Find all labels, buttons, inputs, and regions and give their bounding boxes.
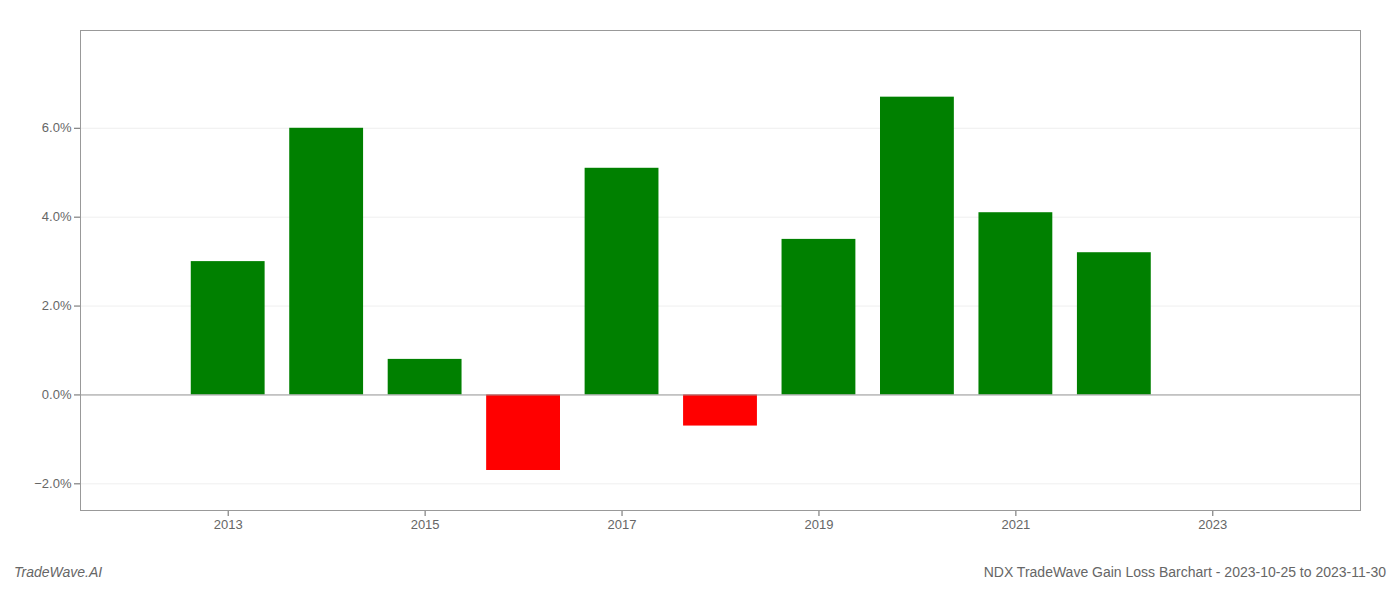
svg-text:0.0%: 0.0%: [42, 387, 72, 402]
svg-text:2021: 2021: [1001, 517, 1030, 532]
html-text:NDX TradeWave Gain Loss Barcha: NDX TradeWave Gain Loss Barchart - 2023-…: [983, 564, 1386, 580]
svg-text:6.0%: 6.0%: [42, 120, 72, 135]
svg-text:2015: 2015: [411, 517, 440, 532]
svg-text:−2.0%: −2.0%: [34, 476, 72, 491]
html-text:TradeWave.AI: TradeWave.AI: [14, 564, 103, 580]
svg-text:4.0%: 4.0%: [42, 209, 72, 224]
svg-text:2013: 2013: [214, 517, 243, 532]
svg-text:2.0%: 2.0%: [42, 298, 72, 313]
svg-text:2023: 2023: [1198, 517, 1227, 532]
svg-text:2017: 2017: [608, 517, 637, 532]
svg-text:2019: 2019: [805, 517, 834, 532]
